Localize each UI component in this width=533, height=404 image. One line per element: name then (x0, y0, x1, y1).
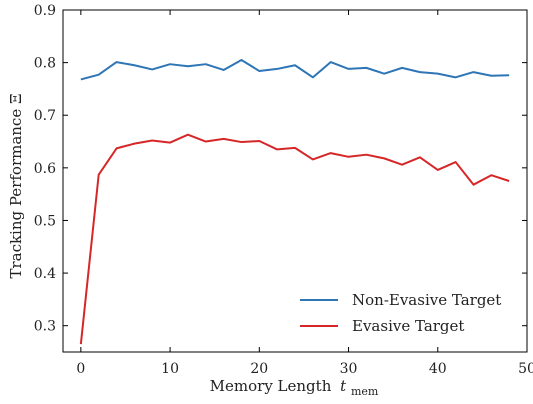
y-tick-label: 0.7 (34, 108, 56, 124)
legend-label: Evasive Target (352, 317, 464, 335)
series-layer (79, 58, 510, 345)
x-axis-label-subscript: mem (351, 385, 379, 398)
plot-frame (62, 9, 528, 353)
x-tick-label: 50 (518, 361, 533, 377)
y-tick-label: 0.6 (34, 161, 56, 177)
x-tick-label: 0 (76, 361, 85, 377)
x-tick-label: 20 (250, 361, 268, 377)
legend: Non-Evasive Target Evasive Target (300, 291, 501, 335)
x-tick-label: 30 (340, 361, 358, 377)
legend-label: Non-Evasive Target (352, 291, 501, 309)
y-tick-label: 0.3 (34, 319, 56, 335)
y-tick-label: 0.4 (34, 266, 56, 282)
y-tick-label: 0.5 (34, 213, 56, 229)
x-tick-label: 10 (161, 361, 179, 377)
ticks-layer: 0 10 20 30 40 50 0.3 0.4 0.5 0.6 0.7 0.8 0.9 (34, 3, 533, 377)
y-axis-label: Tracking Performance Ξ (7, 93, 25, 278)
series-line-evasive (79, 133, 510, 345)
x-axis-label: Memory Length t mem (210, 377, 379, 398)
x-axis-label-symbol: t (340, 377, 347, 395)
series-line-non-evasive (80, 58, 510, 81)
y-tick-label: 0.8 (34, 56, 56, 72)
y-tick-label: 0.9 (34, 3, 56, 19)
plot-area (62, 9, 528, 353)
x-axis-label-text: Memory Length (210, 377, 332, 395)
x-tick-label: 40 (429, 361, 447, 377)
